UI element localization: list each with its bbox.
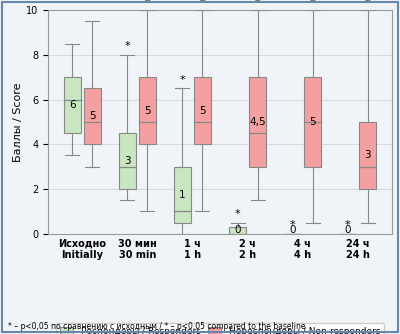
- FancyBboxPatch shape: [249, 77, 266, 167]
- Text: *: *: [290, 220, 295, 230]
- Text: 5: 5: [199, 106, 206, 116]
- Text: *: *: [255, 0, 260, 7]
- FancyBboxPatch shape: [174, 167, 191, 222]
- Text: 0: 0: [289, 225, 296, 235]
- Text: 5: 5: [144, 106, 151, 116]
- FancyBboxPatch shape: [304, 77, 321, 167]
- Text: 3: 3: [124, 156, 131, 166]
- Text: *: *: [180, 75, 185, 85]
- Text: * – p<0,05 по сравнению с исходным / * – p<0.05 compared to the baseline: * – p<0,05 по сравнению с исходным / * –…: [8, 322, 306, 331]
- Text: 0: 0: [344, 225, 351, 235]
- FancyBboxPatch shape: [119, 133, 136, 189]
- Text: *: *: [200, 0, 205, 7]
- Text: 3: 3: [364, 151, 371, 160]
- Legend: Респондеры / Responders, Нереспондеры / Non-responders: Респондеры / Responders, Нереспондеры / …: [56, 323, 384, 334]
- Text: *: *: [125, 41, 130, 51]
- Text: *: *: [365, 0, 370, 7]
- Text: 6: 6: [69, 100, 76, 110]
- Text: 5: 5: [89, 111, 96, 121]
- FancyBboxPatch shape: [64, 77, 81, 133]
- Text: 1: 1: [179, 190, 186, 200]
- Text: 4,5: 4,5: [249, 117, 266, 127]
- Text: *: *: [345, 220, 350, 230]
- FancyBboxPatch shape: [229, 227, 246, 234]
- FancyBboxPatch shape: [359, 122, 376, 189]
- FancyBboxPatch shape: [84, 88, 101, 144]
- FancyBboxPatch shape: [194, 77, 211, 144]
- Text: *: *: [235, 209, 240, 219]
- FancyBboxPatch shape: [139, 77, 156, 144]
- Text: 0: 0: [234, 225, 241, 235]
- Text: *: *: [145, 0, 150, 7]
- Text: *: *: [310, 0, 315, 7]
- Text: 5: 5: [309, 117, 316, 127]
- Y-axis label: Баллы / Score: Баллы / Score: [13, 82, 23, 162]
